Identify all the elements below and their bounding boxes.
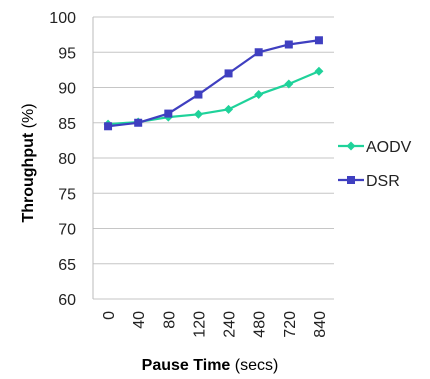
dsr-line [107,39,320,128]
y-tick-labels: 60 65 70 75 80 85 90 95 100 [49,10,76,309]
series-dsr [104,36,323,131]
y-tick-label: 70 [58,222,76,239]
x-tick-label: 240 [222,311,239,338]
dsr-point [284,40,293,49]
x-axis-title: Pause Time (secs) [142,357,279,374]
aodv-point [193,109,203,119]
x-tick-label: 480 [252,311,269,338]
aodv-point [314,66,324,76]
dsr-point [104,122,113,131]
y-tick-label: 75 [58,186,76,203]
legend: AODV DSR [338,139,412,190]
x-tick-label: 120 [191,311,208,338]
legend-label: DSR [366,173,400,190]
legend-item-aodv: AODV [338,139,412,156]
y-tick-label: 65 [58,257,76,274]
x-tick-labels: 0 40 80 120 240 480 720 840 [101,311,329,338]
x-tick-label: 720 [282,311,299,338]
x-tick-label: 840 [312,311,329,338]
x-tick-label: 40 [131,311,148,329]
y-tick-label: 60 [58,292,76,309]
legend-marker [346,141,356,151]
y-tick-label: 80 [58,151,76,168]
dsr-point [224,69,233,78]
x-tick-label: 80 [161,311,178,329]
dsr-point [134,118,143,127]
aodv-point [284,79,294,89]
legend-item-dsr: DSR [338,173,400,190]
grid-lines [92,16,334,300]
aodv-line [107,70,320,126]
legend-label: AODV [366,139,412,156]
aodv-point [254,90,264,100]
dsr-point [164,109,173,118]
y-axis-title: Throughput (%) [20,103,37,222]
y-tick-label: 100 [49,10,76,27]
y-tick-label: 90 [58,81,76,98]
x-tick-label: 0 [101,311,118,320]
aodv-point [224,104,234,114]
series-layer [103,36,324,131]
y-tick-label: 85 [58,116,76,133]
dsr-point [194,90,203,99]
y-tick-label: 95 [58,45,76,62]
legend-marker [347,176,355,184]
dsr-point [254,48,263,57]
dsr-point [314,36,323,45]
